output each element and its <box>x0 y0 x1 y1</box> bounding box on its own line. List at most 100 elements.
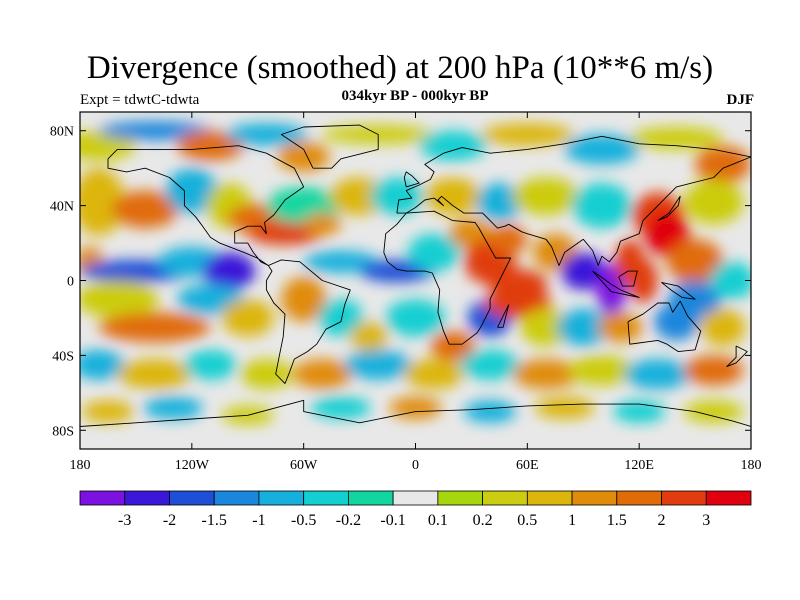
divergence-cell <box>700 308 746 346</box>
divergence-cell <box>184 349 237 380</box>
divergence-cell <box>572 183 632 229</box>
colorbar-label: -0.1 <box>380 512 405 529</box>
divergence-cell <box>464 400 517 423</box>
divergence-cell <box>512 177 580 215</box>
colorbar-swatch <box>705 490 752 506</box>
divergence-cell <box>389 396 442 419</box>
divergence-cell <box>277 141 330 172</box>
divergence-cell <box>370 177 423 215</box>
divergence-cell <box>408 233 461 272</box>
x-tick-label: 0 <box>412 458 419 473</box>
south-america-coast <box>265 259 351 384</box>
colorbar-label: -1.5 <box>202 512 227 529</box>
divergence-cell <box>683 400 744 423</box>
divergence-cell <box>111 190 179 229</box>
divergence-cell <box>598 312 643 343</box>
experiment-label: Expt = tdwtC-tdwta <box>80 92 200 108</box>
divergence-cell <box>628 258 658 303</box>
colorbar-swatch <box>124 490 170 506</box>
colorbar-swatch <box>347 490 394 506</box>
divergence-cell <box>344 349 412 380</box>
divergence-cell <box>560 252 606 290</box>
y-tick-label: 80N <box>50 125 74 140</box>
japan-coast <box>657 195 681 222</box>
divergence-cell <box>404 359 464 390</box>
divergence-cell <box>490 224 528 255</box>
coastlines <box>80 124 751 427</box>
colorbar-label: 3 <box>702 512 710 529</box>
colorbar-swatch <box>169 490 215 506</box>
divergence-cell <box>430 331 476 361</box>
north-america-coast <box>107 145 305 266</box>
divergence-cell <box>203 252 256 290</box>
colorbar-swatch <box>303 490 349 506</box>
divergence-cell <box>424 177 481 215</box>
x-tick-label: 120W <box>175 458 210 473</box>
divergence-cell <box>177 130 244 161</box>
colorbar-label: 0.5 <box>517 512 537 529</box>
x-tick-label: 180 <box>70 458 91 473</box>
x-tick-label: 120E <box>624 458 654 473</box>
divergence-cell <box>350 321 388 352</box>
uk-coast <box>403 171 420 188</box>
divergence-cell <box>98 312 211 343</box>
divergence-cell <box>519 308 573 346</box>
colorbar-swatch <box>571 490 618 506</box>
colorbar-swatch <box>661 490 707 506</box>
new-guinea-coast <box>661 281 696 300</box>
divergence-cell <box>568 355 636 386</box>
colorbar-label: 0.1 <box>428 512 448 529</box>
divergence-cell <box>683 355 744 386</box>
colorbar-label: -2 <box>163 512 176 529</box>
divergence-cell <box>303 213 341 236</box>
y-tick-label: 80S <box>52 424 74 439</box>
colorbar: -3 -2 -1.5 -1 -0.5 -0.2 -0.1 0.1 0.2 0.5 1 1.5 2 3 <box>79 490 752 529</box>
colorbar-swatch <box>213 490 260 506</box>
australia-coast <box>627 300 702 353</box>
colorbar-label: -0.5 <box>291 512 316 529</box>
divergence-cell <box>557 308 610 346</box>
borneo-coast <box>618 270 638 287</box>
divergence-field <box>80 112 751 449</box>
colorbar-label: -1 <box>252 512 265 529</box>
x-tick-label: 60W <box>290 458 318 473</box>
divergence-cell <box>292 359 353 390</box>
divergence-cell <box>460 349 520 380</box>
divergence-cell <box>596 263 627 317</box>
greenland-coast <box>280 124 379 169</box>
divergence-cell <box>629 127 724 150</box>
colorbar-swatch <box>392 490 439 506</box>
divergence-cell <box>512 359 580 390</box>
divergence-cell <box>667 239 724 285</box>
divergence-cell <box>311 396 371 419</box>
y-tick-label: 40N <box>50 200 74 215</box>
y-tick-label: 0 <box>67 275 74 290</box>
divergence-cell <box>534 396 595 419</box>
colorbar-label: -3 <box>118 512 131 529</box>
divergence-cell <box>81 400 135 423</box>
x-tick-label: 60E <box>516 458 539 473</box>
new-zealand-coast <box>726 345 748 368</box>
colorbar-swatch <box>258 490 305 506</box>
indonesia-coast <box>592 270 640 298</box>
eurasia-coast <box>396 135 751 266</box>
colorbar-label: 1.5 <box>607 512 627 529</box>
antarctica-coast <box>80 399 751 427</box>
divergence-cell <box>281 276 327 322</box>
divergence-cell <box>385 299 446 337</box>
chart-title: Divergence (smoothed) at 200 hPa (10**6 … <box>86 50 714 86</box>
madagascar-coast <box>497 304 510 328</box>
colorbar-label: 0.2 <box>473 512 493 529</box>
divergence-cell <box>695 145 751 184</box>
colorbar-label: -0.2 <box>336 512 361 529</box>
y-tick-label: 40S <box>52 349 74 364</box>
divergence-cell <box>624 359 692 390</box>
divergence-cell <box>303 250 379 273</box>
period-label: 034kyr BP - 000kyr BP <box>341 88 489 104</box>
map-axes: 180 120W 60W 0 60E 120E 180 80N 40N 0 40S 80S <box>50 112 762 473</box>
divergence-cell <box>143 396 203 419</box>
divergence-cell <box>221 299 274 337</box>
divergence-cell <box>240 359 293 390</box>
divergence-cell <box>117 359 192 390</box>
